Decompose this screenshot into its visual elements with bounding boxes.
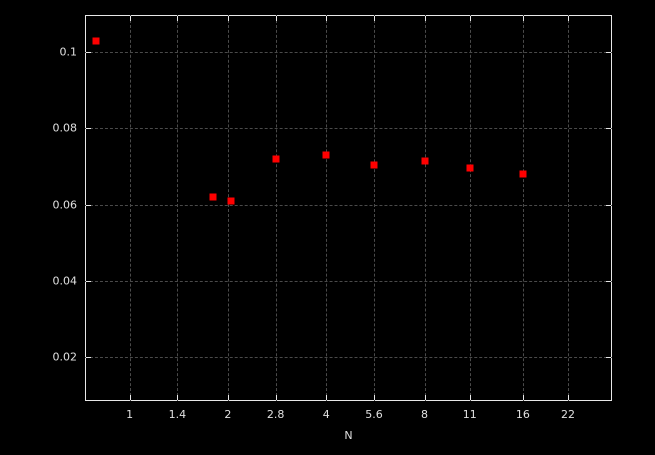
data-point-marker (92, 37, 100, 45)
x-tick-mark-bottom (326, 395, 328, 400)
x-tick-mark-bottom (129, 395, 131, 400)
y-tick-label: 0.1 (59, 45, 78, 59)
data-point-marker (519, 170, 527, 178)
data-point-marker (227, 197, 235, 205)
y-tick-mark-right (606, 128, 611, 130)
data-point-marker (272, 155, 280, 163)
x-axis-label: N (344, 429, 353, 442)
grid-line-vertical (177, 15, 179, 401)
grid-line-vertical (129, 15, 131, 401)
x-tick-label: 5.6 (365, 408, 383, 421)
grid-line-vertical (424, 15, 426, 401)
y-tick-mark-left (86, 51, 91, 53)
y-tick-mark-right (606, 357, 611, 359)
grid-line-vertical (275, 15, 277, 401)
plot-area (85, 15, 612, 401)
x-tick-label: 4 (322, 408, 330, 421)
x-tick-label: 22 (561, 408, 575, 421)
data-point-marker (370, 161, 378, 169)
x-tick-mark-bottom (275, 395, 277, 400)
grid-line-horizontal (85, 280, 612, 282)
data-point-marker (209, 193, 217, 201)
x-tick-mark-bottom (424, 395, 426, 400)
x-tick-mark-bottom (227, 395, 229, 400)
grid-line-horizontal (85, 51, 612, 53)
x-tick-mark-bottom (177, 395, 179, 400)
y-tick-mark-left (86, 357, 91, 359)
x-tick-mark-top (522, 16, 524, 21)
data-point-marker (421, 157, 429, 165)
y-tick-mark-left (86, 128, 91, 130)
grid-line-vertical (469, 15, 471, 401)
x-tick-label: 2.8 (266, 408, 285, 421)
x-tick-label: 16 (515, 408, 530, 421)
grid-line-vertical (227, 15, 229, 401)
x-tick-mark-bottom (373, 395, 375, 400)
x-tick-label: 8 (421, 408, 429, 421)
x-tick-label: 1.4 (168, 408, 187, 421)
y-tick-mark-left (86, 280, 91, 282)
data-point-marker (466, 164, 474, 172)
x-tick-mark-top (326, 16, 328, 21)
grid-line-vertical (373, 15, 375, 401)
x-tick-mark-top (424, 16, 426, 21)
grid-line-horizontal (85, 128, 612, 130)
x-tick-mark-top (275, 16, 277, 21)
x-tick-mark-top (177, 16, 179, 21)
x-tick-label: 1 (126, 408, 134, 421)
y-tick-mark-right (606, 204, 611, 206)
x-tick-mark-bottom (522, 395, 524, 400)
grid-line-horizontal (85, 357, 612, 359)
x-tick-mark-bottom (469, 395, 471, 400)
grid-line-horizontal (85, 204, 612, 206)
x-tick-mark-top (227, 16, 229, 21)
x-tick-mark-top (373, 16, 375, 21)
x-tick-label: 2 (224, 408, 232, 421)
y-tick-label: 0.02 (52, 350, 78, 364)
y-tick-label: 0.08 (52, 121, 78, 135)
y-tick-label: 0.06 (52, 198, 78, 212)
y-tick-mark-left (86, 204, 91, 206)
x-tick-mark-top (568, 16, 569, 21)
data-point-marker (322, 151, 330, 159)
x-tick-label: 11 (462, 408, 477, 421)
x-tick-mark-bottom (568, 395, 569, 400)
x-tick-mark-top (469, 16, 471, 21)
grid-line-vertical (326, 15, 328, 401)
y-tick-mark-right (606, 51, 611, 53)
grid-line-vertical (568, 15, 569, 401)
x-tick-mark-top (129, 16, 131, 21)
y-tick-label: 0.04 (52, 274, 78, 288)
grid-line-vertical (522, 15, 524, 401)
y-tick-mark-right (606, 280, 611, 282)
